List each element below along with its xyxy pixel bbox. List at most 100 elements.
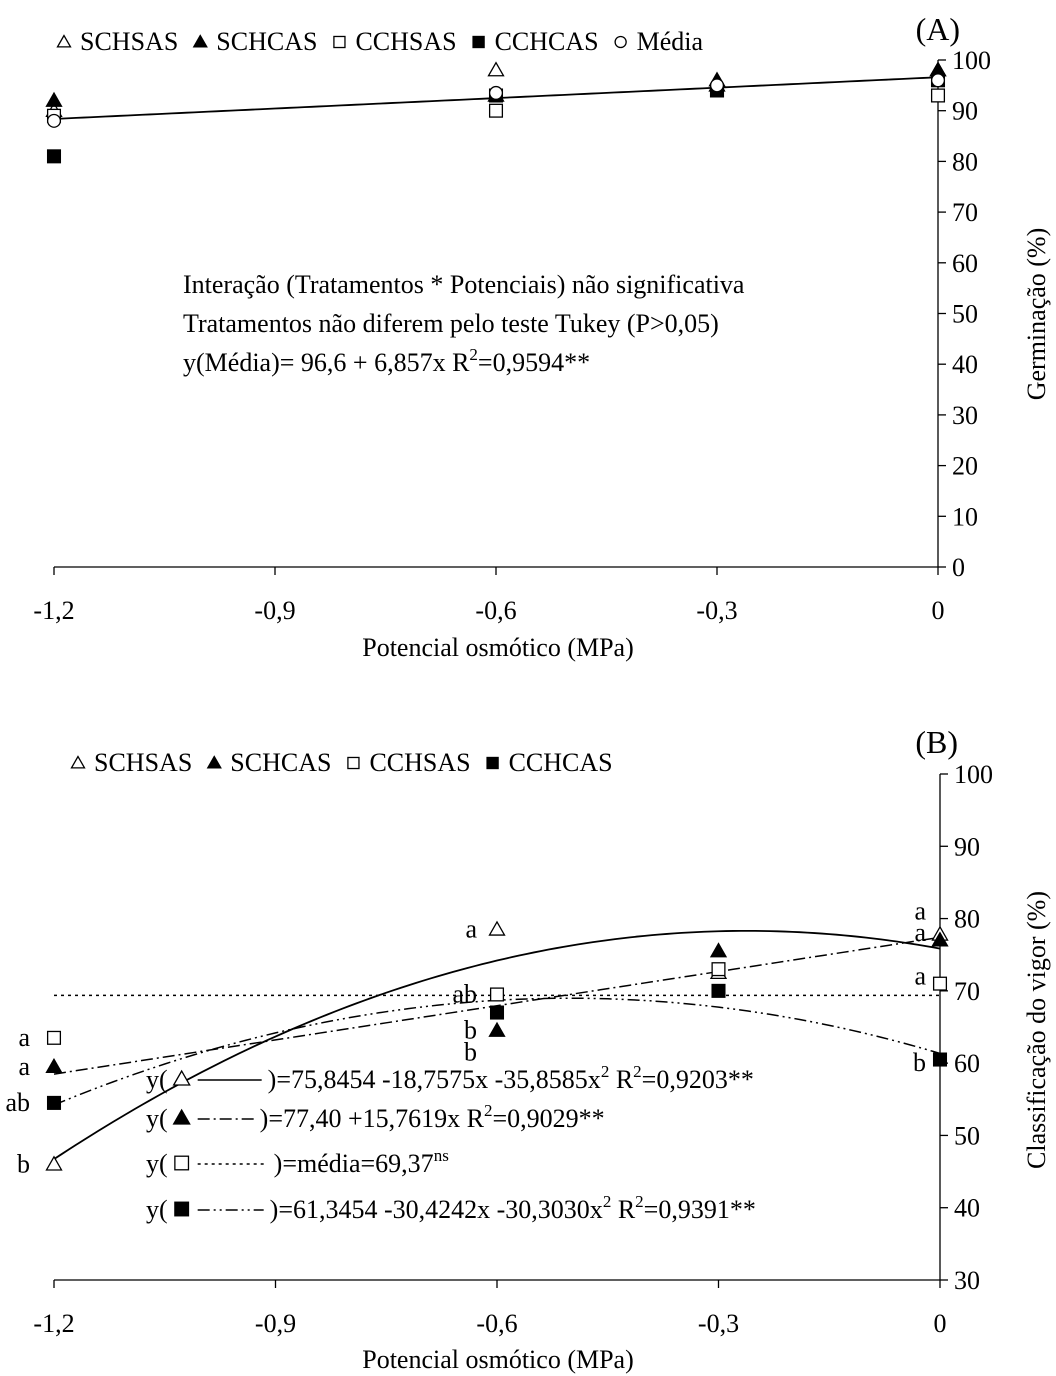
tukey-letter: a xyxy=(465,914,477,943)
point-cchcas xyxy=(489,1005,505,1020)
point-schcas xyxy=(45,1057,63,1074)
tukey-letter: a xyxy=(18,1023,30,1052)
point-média xyxy=(709,78,725,93)
tukey-letter: a xyxy=(914,961,926,990)
panel-a: (A) SCHSAS SCHCAS CCHSAS CCHCAS Média -1,2 -0… xyxy=(33,11,1051,662)
equation-open: y( xyxy=(146,1149,168,1178)
point-schcas xyxy=(709,942,728,958)
point-schsas xyxy=(45,1155,63,1171)
legend-marker-schsas xyxy=(56,34,72,48)
equation-body: )=61,3454 -30,4242x -30,3030x xyxy=(270,1195,603,1224)
x-tick-label: -0,6 xyxy=(475,596,516,625)
panel-b-y-axis-label: Classificação do vigor (%) xyxy=(1022,891,1051,1169)
point-cchsas xyxy=(489,987,505,1002)
legend-marker-schsas xyxy=(70,755,86,769)
equation-symbol-square-filled xyxy=(174,1201,190,1217)
panel-b-axes: -1,2 -0,9 -0,6 -0,3 030 40 50 60 70 80 90 100 xyxy=(33,760,993,1338)
y-tick-label: 100 xyxy=(952,46,991,75)
panel-b-legend: SCHSAS SCHCAS CCHSAS CCHCAS xyxy=(70,748,613,777)
equation-body: )=77,40 +15,7619x R xyxy=(260,1104,485,1133)
point-média xyxy=(488,85,504,100)
tukey-letter: b xyxy=(913,1048,926,1077)
tukey-letter: a xyxy=(18,1052,30,1081)
point-schcas xyxy=(931,931,949,947)
x-tick-label: -0,6 xyxy=(476,1309,517,1338)
equation-sup: 2 xyxy=(601,1062,610,1081)
panel-a-equation-suffix: =0,9594** xyxy=(478,348,590,377)
equation-symbol-triangle-open xyxy=(172,1069,191,1086)
x-tick-label: -0,3 xyxy=(696,596,737,625)
legend-marker-schcas xyxy=(206,755,222,769)
equation-body: )=75,8454 -18,7575x -35,8585x xyxy=(268,1065,601,1094)
panel-a-y-axis-label: Germinação (%) xyxy=(1022,228,1051,401)
y-tick-label: 100 xyxy=(954,760,993,789)
panel-b-points xyxy=(45,920,949,1171)
legend-label: SCHSAS xyxy=(94,748,192,777)
tukey-letter: b xyxy=(17,1149,30,1178)
tukey-letter: b xyxy=(464,1016,477,1045)
equation-suffix: =0,9391** xyxy=(644,1195,756,1224)
equation-open: y( xyxy=(146,1104,168,1133)
panel-a-equation: y(Média)= 96,6 + 6,857x R2=0,9594** xyxy=(183,345,590,377)
y-tick-label: 80 xyxy=(954,905,980,934)
tukey-letter: ab xyxy=(452,979,477,1008)
equation-text: )=61,3454 -30,4242x -30,3030x2 R2=0,9391… xyxy=(270,1192,756,1224)
point-cchcas xyxy=(932,1052,948,1067)
y-tick-label: 90 xyxy=(954,832,980,861)
legend-marker-média xyxy=(614,35,627,49)
panel-a-points xyxy=(45,61,947,164)
panel-a-equation-sup: 2 xyxy=(469,345,478,364)
equation-text: )=média=69,37ns xyxy=(274,1146,449,1178)
panel-a-equation-main: y(Média)= 96,6 + 6,857x R xyxy=(183,348,470,377)
x-tick-label: -0,9 xyxy=(255,1309,296,1338)
tukey-letter: b xyxy=(464,1037,477,1066)
legend-marker-cchcas xyxy=(472,35,485,49)
equation-suffix: =0,9029** xyxy=(493,1104,605,1133)
panel-b: (B) SCHSAS SCHCAS CCHSAS CCHCAS -1,2 -0,9 -0,… xyxy=(5,724,1051,1374)
equation-symbol-triangle-filled xyxy=(172,1108,191,1125)
panel-a-axes: -1,2 -0,9 -0,6 -0,3 00 10 20 30 40 50 60 70 80 90 100 xyxy=(33,46,991,625)
equation-text: )=77,40 +15,7619x R2=0,9029** xyxy=(260,1101,605,1133)
equation-sup: ns xyxy=(434,1146,449,1165)
x-tick-label: -1,2 xyxy=(33,596,74,625)
point-média xyxy=(930,73,946,88)
y-tick-label: 70 xyxy=(952,198,978,227)
panel-a-label: (A) xyxy=(916,11,960,47)
y-tick-label: 30 xyxy=(954,1266,980,1295)
point-schcas xyxy=(488,1021,506,1037)
point-schcas xyxy=(45,91,63,107)
x-tick-label: 0 xyxy=(932,596,945,625)
y-tick-label: 50 xyxy=(952,300,978,329)
legend-label: Média xyxy=(637,27,704,56)
x-tick-label: -0,3 xyxy=(698,1309,739,1338)
y-tick-label: 0 xyxy=(952,553,965,582)
y-tick-label: 20 xyxy=(952,452,978,481)
fit-line-solid xyxy=(53,929,941,1160)
legend-label: SCHCAS xyxy=(216,27,317,56)
point-cchsas xyxy=(46,1030,62,1045)
panel-a-annotation-1: Interação (Tratamentos * Potenciais) não… xyxy=(183,270,745,299)
legend-label: CCHCAS xyxy=(495,27,599,56)
legend-label: SCHSAS xyxy=(80,27,178,56)
point-cchcas xyxy=(711,983,726,998)
legend-marker-schcas xyxy=(192,34,208,48)
y-tick-label: 40 xyxy=(952,350,978,379)
y-tick-label: 60 xyxy=(952,249,978,278)
legend-label: CCHSAS xyxy=(355,27,456,56)
equation-sup: 2 xyxy=(635,1192,644,1211)
legend-marker-cchcas xyxy=(486,756,499,770)
panel-b-label: (B) xyxy=(915,724,958,760)
legend-label: CCHCAS xyxy=(509,748,613,777)
tukey-letter: ab xyxy=(5,1088,30,1117)
equation-suffix: =0,9203** xyxy=(642,1065,754,1094)
panel-b-equations: y()=75,8454 -18,7575x -35,8585x2 R2=0,92… xyxy=(146,1062,756,1224)
x-tick-label: -1,2 xyxy=(33,1309,74,1338)
y-tick-label: 80 xyxy=(952,147,978,176)
point-cchsas xyxy=(488,103,504,118)
equation-sup: 2 xyxy=(633,1062,642,1081)
point-cchsas xyxy=(930,88,946,103)
y-tick-label: 40 xyxy=(954,1194,980,1223)
point-cchsas xyxy=(711,962,726,977)
